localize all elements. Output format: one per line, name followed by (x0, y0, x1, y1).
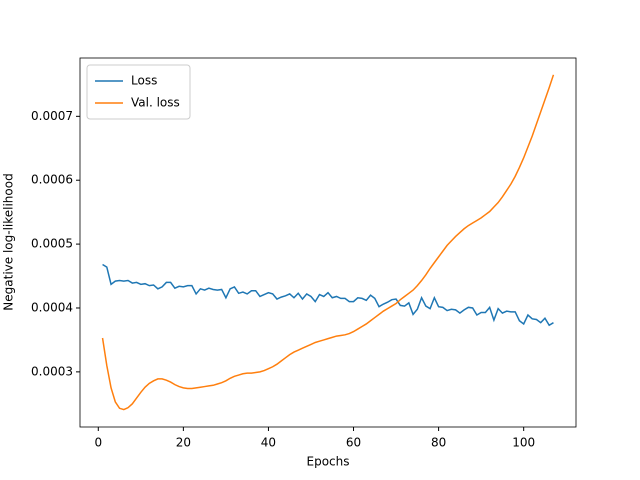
x-tick-label: 20 (176, 436, 191, 450)
x-tick-label: 100 (512, 436, 535, 450)
x-tick-label: 80 (431, 436, 446, 450)
x-axis-label: Epochs (307, 455, 350, 469)
y-tick-label: 0.0003 (31, 364, 73, 378)
x-tick-label: 40 (261, 436, 276, 450)
y-axis-label: Negative log-likelihood (2, 173, 16, 310)
legend-box (86, 64, 191, 120)
y-tick-label: 0.0005 (31, 237, 73, 251)
x-tick-label: 60 (346, 436, 361, 450)
line-series (101, 74, 555, 411)
legend-label: Loss (131, 74, 157, 88)
x-tick-label: 0 (94, 436, 102, 450)
y-tick-label: 0.0006 (31, 173, 73, 187)
plot-frame (79, 57, 577, 428)
legend-label: Val. loss (131, 96, 180, 110)
y-tick-label: 0.0007 (31, 109, 73, 123)
line-series (102, 263, 554, 327)
y-tick-label: 0.0004 (31, 300, 73, 314)
